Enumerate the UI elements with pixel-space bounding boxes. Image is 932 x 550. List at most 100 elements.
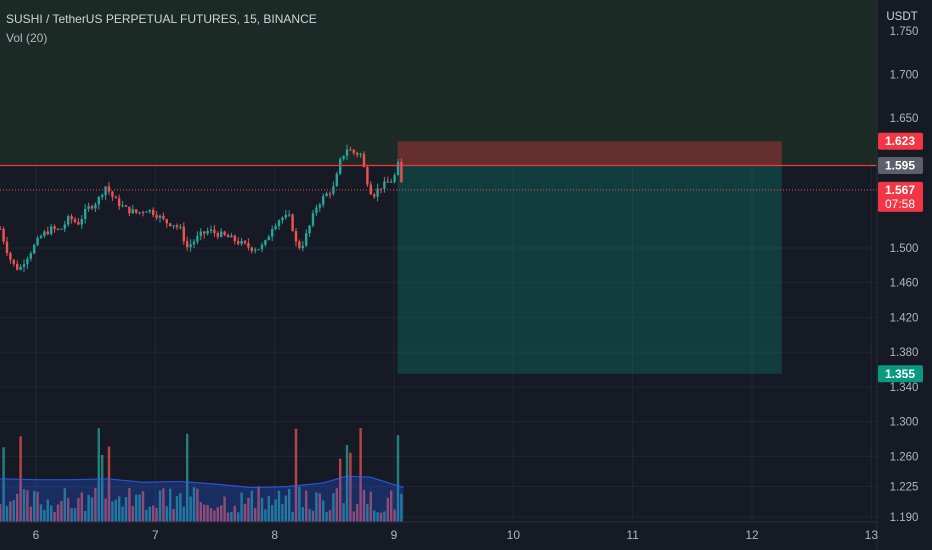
- volume-bar: [345, 445, 349, 522]
- candle-body: [67, 216, 70, 225]
- volume-bar: [209, 508, 213, 522]
- candle-body: [216, 232, 219, 237]
- volume-bar: [325, 511, 328, 522]
- volume-bar: [43, 509, 46, 522]
- candle-body: [393, 175, 396, 182]
- volume-bar: [104, 498, 107, 522]
- candle-body: [328, 193, 332, 195]
- volume-bar: [5, 506, 9, 522]
- volume-bar: [175, 496, 179, 522]
- volume-bar: [342, 503, 345, 522]
- volume-bar: [73, 508, 77, 522]
- volume-bar: [220, 505, 223, 522]
- volume-bar: [373, 510, 376, 522]
- volume-bar: [114, 499, 117, 522]
- volume-bar: [70, 508, 73, 522]
- candle-body: [0, 228, 2, 230]
- candle-body: [158, 215, 162, 218]
- volume-bar: [247, 497, 250, 522]
- candle-body: [223, 231, 226, 236]
- candle-body: [220, 231, 223, 237]
- volume-bar: [376, 512, 379, 522]
- candle-body: [342, 155, 345, 159]
- volume-indicator-label[interactable]: Vol (20): [6, 31, 48, 45]
- volume-bar: [267, 495, 270, 522]
- candle-body: [264, 240, 267, 245]
- volume-bar: [165, 506, 168, 522]
- volume-bar: [366, 503, 369, 522]
- time-tick-label: 6: [33, 528, 40, 542]
- candle-body: [77, 221, 80, 225]
- candle-body: [396, 162, 400, 176]
- candle-body: [182, 226, 185, 242]
- volume-bar: [393, 509, 396, 522]
- volume-bar: [56, 504, 60, 522]
- candle-body: [84, 208, 87, 220]
- candle-body: [209, 229, 213, 231]
- candle-body: [379, 188, 383, 190]
- candle-body: [39, 236, 43, 238]
- volume-bar: [84, 510, 87, 522]
- price-tick-label: 1.340: [890, 382, 919, 394]
- price-axis-ticks: 1.750 1.700 1.650 1.500 1.460 1.420 1.380 1.340…: [886, 11, 918, 524]
- volume-bar: [135, 494, 138, 522]
- volume-bar: [356, 504, 359, 522]
- volume-bar: [294, 428, 298, 522]
- time-tick-label: 8: [271, 528, 278, 542]
- candle-body: [335, 173, 338, 187]
- volume-bar: [16, 493, 19, 522]
- candle-body: [165, 219, 168, 224]
- volume-bar: [186, 433, 189, 522]
- volume-bar: [386, 497, 389, 522]
- volume-bar: [39, 504, 43, 522]
- price-tick-label: 1.260: [890, 451, 919, 463]
- candle-body: [169, 223, 172, 226]
- symbol-title[interactable]: SUSHI / TetherUS PERPETUAL FUTURES, 15, …: [6, 12, 317, 26]
- volume-bar: [138, 494, 141, 522]
- price-levels: [0, 164, 877, 191]
- countdown-tag: 07:58: [885, 197, 915, 211]
- candle-body: [339, 158, 342, 174]
- volume-bar: [315, 492, 318, 522]
- volume-bar: [22, 489, 26, 522]
- volume-bar: [203, 504, 206, 522]
- candle-body: [33, 245, 36, 254]
- candle-body: [141, 212, 145, 214]
- candle-body: [400, 162, 403, 183]
- volume-bar: [9, 501, 12, 522]
- volume-bars: [0, 428, 403, 522]
- volume-bar: [352, 511, 355, 522]
- entry-price-tag-bg: [878, 157, 923, 175]
- candle-body: [318, 204, 321, 208]
- candle-body: [97, 197, 100, 205]
- volume-bar: [2, 447, 5, 522]
- volume-bar: [80, 492, 83, 522]
- volume-bar: [230, 511, 233, 522]
- volume-bar: [250, 490, 253, 522]
- time-tick-label: 12: [745, 528, 759, 542]
- candle-body: [345, 149, 349, 156]
- candle-body: [56, 228, 60, 230]
- candle-body: [118, 198, 121, 207]
- volume-bar: [101, 455, 104, 522]
- volume-bar: [131, 505, 134, 522]
- volume-bar: [169, 488, 172, 522]
- candle-body: [189, 244, 192, 248]
- candle-body: [390, 181, 393, 183]
- candle-body: [43, 231, 46, 237]
- volume-bar: [383, 511, 386, 522]
- currency-label: USDT: [886, 11, 917, 23]
- candle-body: [386, 181, 389, 183]
- time-tick-label: 13: [865, 528, 879, 542]
- price-tick-label: 1.420: [890, 312, 919, 324]
- price-tick-label: 1.460: [890, 278, 919, 290]
- candle-body: [155, 214, 158, 218]
- candle-body: [94, 204, 97, 209]
- candle-body: [349, 149, 352, 151]
- volume-bar: [254, 507, 257, 522]
- volume-bar: [240, 492, 243, 522]
- candle-body: [162, 215, 165, 220]
- candle-body: [322, 196, 325, 205]
